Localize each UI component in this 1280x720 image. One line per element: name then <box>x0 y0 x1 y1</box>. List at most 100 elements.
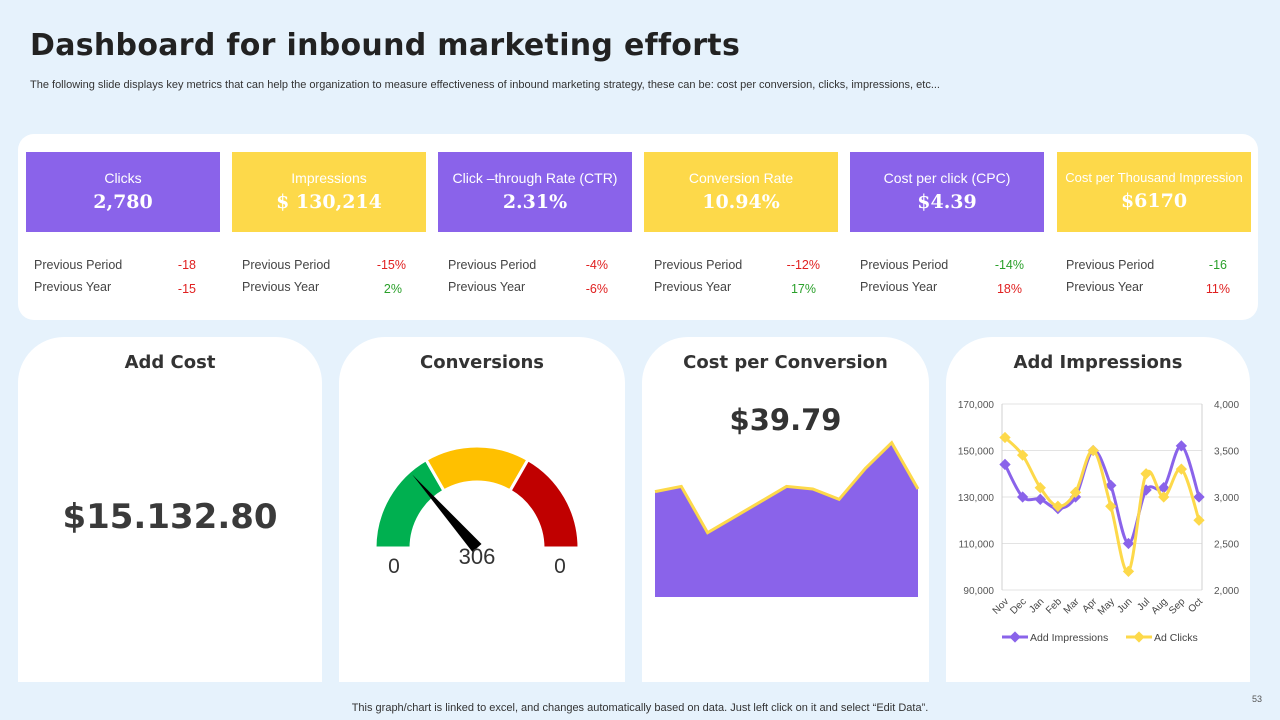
add-cost-card: Add Cost $15.132.80 <box>18 337 322 682</box>
row-value: -14% <box>994 258 1024 272</box>
y-right-tick-label: 2,500 <box>1214 540 1239 551</box>
kpi-box: Click –through Rate (CTR) 2.31% <box>438 152 632 232</box>
row-label: Previous Year <box>654 280 732 294</box>
previous-year-row: Previous Year 18% <box>850 280 1044 302</box>
kpi-ctr[interactable]: Click –through Rate (CTR) 2.31% Previous… <box>438 152 632 302</box>
previous-year-row: Previous Year 17% <box>644 280 838 302</box>
x-tick-label: Jul <box>1135 596 1152 613</box>
row-value: 18% <box>996 282 1022 296</box>
add-cost-value: $15.132.80 <box>62 497 278 537</box>
x-tick-label: May <box>1096 596 1117 617</box>
card-title: Add Impressions <box>1013 352 1183 373</box>
row-label: Previous Year <box>242 280 320 294</box>
kpi-value: 2,780 <box>93 191 153 213</box>
y-left-tick-label: 170,000 <box>958 400 995 411</box>
gauge-max-label: 0 <box>554 555 566 578</box>
kpi-value: $4.39 <box>917 191 977 213</box>
x-tick-label: Apr <box>1081 596 1100 615</box>
kpi-cpc[interactable]: Cost per click (CPC) $4.39 Previous Peri… <box>850 152 1044 302</box>
gauge-chart: 0 306 0 <box>373 444 581 578</box>
impressions-line-chart: 90,000 2,000 110,000 2,500 130,000 3,000 150,0… <box>958 400 1240 644</box>
kpi-value: 2.31% <box>502 191 568 213</box>
kpi-label: Impressions <box>291 170 367 186</box>
previous-year-row: Previous Year 2% <box>232 280 426 302</box>
card-title: Cost per Conversion <box>683 352 888 373</box>
row-label: Previous Year <box>34 280 112 294</box>
row-value: --12% <box>786 258 820 272</box>
footer-note: This graph/chart is linked to excel, and… <box>351 702 929 714</box>
row-value: -15% <box>376 258 406 272</box>
y-right-tick-label: 3,000 <box>1214 493 1239 504</box>
legend-marker <box>1133 631 1145 643</box>
data-point <box>1105 500 1117 512</box>
page-number: 53 <box>1251 694 1262 704</box>
x-tick-label: Jan <box>1027 596 1046 615</box>
add-impressions-card: Add Impressions 90,000 2,000 110,000 2,500 1… <box>946 337 1250 682</box>
x-tick-label: Nov <box>991 596 1011 616</box>
row-label: Previous Year <box>860 280 938 294</box>
kpi-value: $6170 <box>1120 190 1188 212</box>
card-title: Conversions <box>420 352 544 373</box>
legend-marker <box>1009 631 1021 643</box>
previous-period-row: Previous Period -15% <box>232 258 426 280</box>
gauge-value-label: 306 <box>459 544 496 569</box>
data-point <box>999 458 1011 471</box>
previous-period-row: Previous Period -18 <box>26 258 220 280</box>
cost-per-conversion-card: Cost per Conversion $39.79 <box>642 337 929 682</box>
data-point <box>1122 565 1135 578</box>
kpi-label: Clicks <box>104 170 142 186</box>
kpi-box: Conversion Rate 10.94% <box>644 152 838 232</box>
x-tick-label: Sep <box>1167 596 1188 617</box>
area-series-line <box>654 440 920 535</box>
row-label: Previous Period <box>860 258 949 272</box>
previous-year-row: Previous Year -6% <box>438 280 632 302</box>
area-chart <box>654 440 920 597</box>
previous-period-row: Previous Period -4% <box>438 258 632 280</box>
x-tick-label: Feb <box>1044 596 1064 616</box>
row-value: -18 <box>177 258 196 272</box>
row-value: 17% <box>790 282 816 296</box>
page-title: Dashboard for inbound marketing efforts <box>30 28 741 63</box>
kpi-cpm[interactable]: Cost per Thousand Impression $6170 Previ… <box>1057 152 1251 302</box>
row-label: Previous Period <box>242 258 331 272</box>
kpi-box: Impressions $ 130,214 <box>232 152 426 232</box>
series-line-add-impressions <box>1003 444 1201 546</box>
x-tick-label: Aug <box>1149 596 1169 616</box>
kpi-value: $ 130,214 <box>276 191 382 213</box>
x-tick-label: Oct <box>1186 596 1205 615</box>
legend-label: Ad Clicks <box>1154 632 1198 644</box>
row-label: Previous Period <box>34 258 123 272</box>
x-tick-label: Dec <box>1008 596 1028 616</box>
kpi-label: Click –through Rate (CTR) <box>452 170 618 186</box>
data-point <box>1193 491 1205 503</box>
kpi-conversion-rate[interactable]: Conversion Rate 10.94% Previous Period -… <box>644 152 838 302</box>
row-value: -6% <box>585 282 608 296</box>
row-value: -4% <box>585 258 608 272</box>
kpi-clicks[interactable]: Clicks 2,780 Previous Period -18 Previou… <box>26 152 220 302</box>
row-label: Previous Period <box>1066 258 1155 272</box>
previous-period-row: Previous Period --12% <box>644 258 838 280</box>
previous-period-row: Previous Period -14% <box>850 258 1044 280</box>
page-subtitle: The following slide displays key metrics… <box>30 79 940 91</box>
row-label: Previous Year <box>1066 280 1144 294</box>
previous-year-row: Previous Year -15 <box>26 280 220 302</box>
row-label: Previous Period <box>448 258 537 272</box>
kpi-impressions[interactable]: Impressions $ 130,214 Previous Period -1… <box>232 152 426 302</box>
data-point <box>1140 468 1152 480</box>
row-value: 2% <box>383 282 402 296</box>
kpi-panel <box>18 134 1258 320</box>
kpi-box: Cost per Thousand Impression $6170 <box>1057 152 1251 232</box>
y-left-tick-label: 110,000 <box>959 540 995 551</box>
kpi-box: Clicks 2,780 <box>26 152 220 232</box>
previous-period-row: Previous Period -16 <box>1057 258 1251 280</box>
x-tick-label: Jun <box>1115 596 1134 615</box>
kpi-box: Cost per click (CPC) $4.39 <box>850 152 1044 232</box>
cost-per-conversion-value: $39.79 <box>729 403 842 437</box>
y-right-tick-label: 3,500 <box>1214 447 1239 458</box>
row-label: Previous Year <box>448 280 526 294</box>
gauge-needle <box>412 474 482 552</box>
row-value: -15 <box>177 282 196 296</box>
data-point <box>1105 479 1117 492</box>
y-right-tick-label: 4,000 <box>1214 400 1239 411</box>
row-value: 11% <box>1205 282 1230 296</box>
